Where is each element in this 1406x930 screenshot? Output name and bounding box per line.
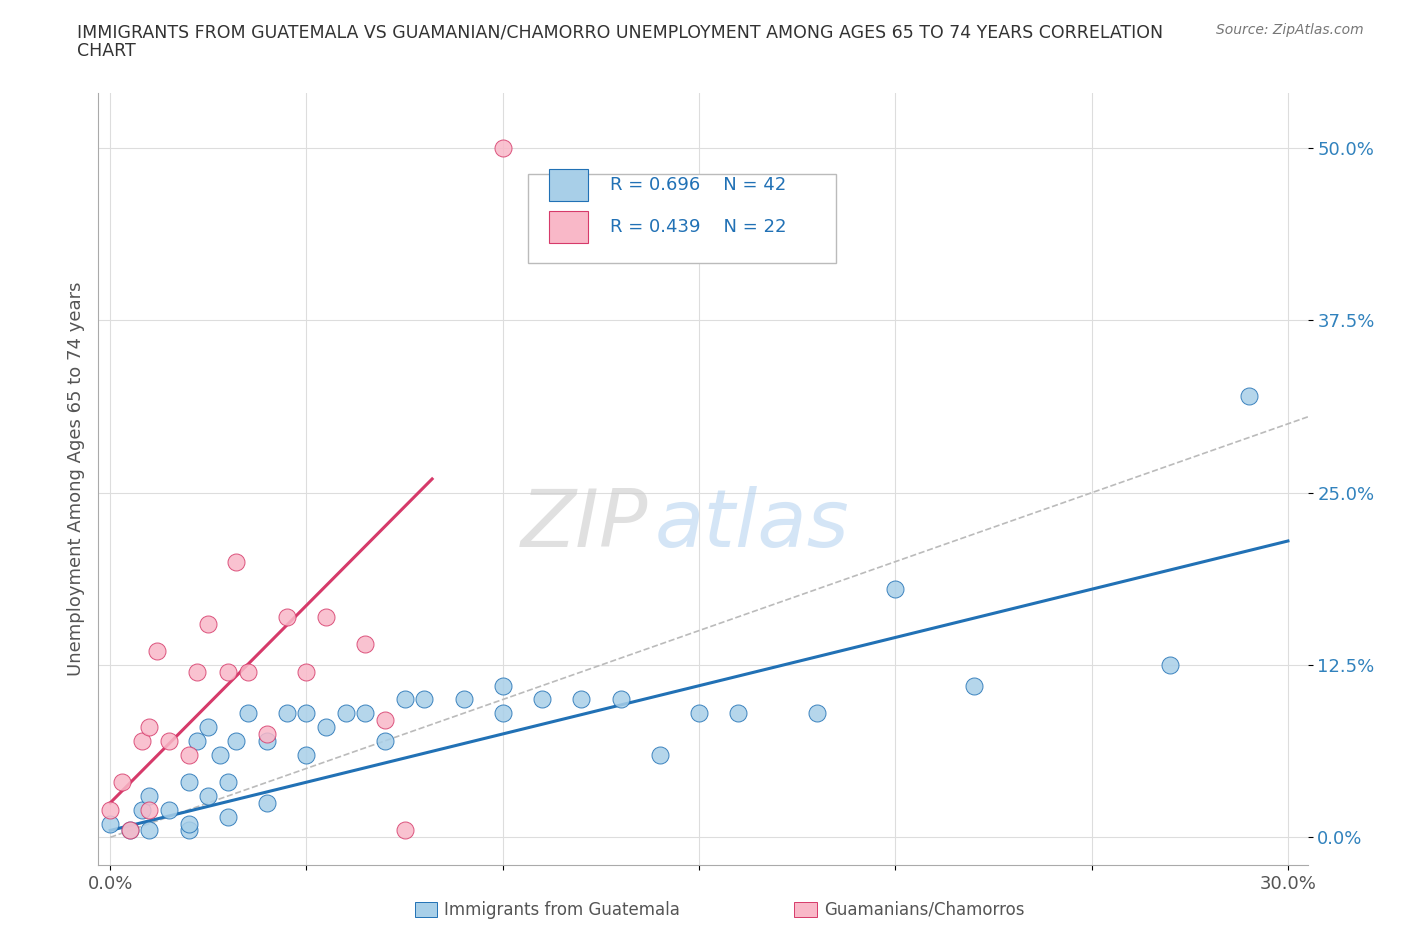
- Text: CHART: CHART: [77, 42, 136, 60]
- Point: [186, 734, 208, 749]
- Point: [225, 734, 247, 749]
- Point: [335, 706, 357, 721]
- Point: [98, 817, 121, 831]
- Point: [963, 678, 986, 693]
- Point: [492, 706, 515, 721]
- FancyBboxPatch shape: [527, 174, 837, 263]
- Point: [569, 692, 592, 707]
- Point: [256, 795, 278, 810]
- Point: [806, 706, 828, 721]
- Point: [315, 609, 337, 624]
- Text: Immigrants from Guatemala: Immigrants from Guatemala: [444, 900, 681, 919]
- Point: [648, 747, 671, 762]
- Text: R = 0.439    N = 22: R = 0.439 N = 22: [610, 218, 786, 236]
- Point: [138, 823, 160, 838]
- Point: [295, 665, 318, 680]
- Point: [295, 747, 318, 762]
- Point: [131, 803, 153, 817]
- Point: [609, 692, 631, 707]
- Point: [217, 775, 239, 790]
- Point: [354, 637, 377, 652]
- Point: [413, 692, 436, 707]
- Point: [295, 706, 318, 721]
- Point: [186, 665, 208, 680]
- Point: [688, 706, 710, 721]
- Point: [453, 692, 475, 707]
- Point: [884, 582, 907, 597]
- Point: [276, 609, 298, 624]
- Point: [492, 140, 515, 155]
- Point: [276, 706, 298, 721]
- Text: Source: ZipAtlas.com: Source: ZipAtlas.com: [1216, 23, 1364, 37]
- Y-axis label: Unemployment Among Ages 65 to 74 years: Unemployment Among Ages 65 to 74 years: [66, 282, 84, 676]
- Text: ZIP: ZIP: [522, 486, 648, 565]
- Bar: [550, 211, 588, 243]
- Point: [177, 823, 200, 838]
- Point: [236, 665, 259, 680]
- Point: [727, 706, 749, 721]
- Point: [315, 720, 337, 735]
- Bar: [550, 168, 588, 201]
- Point: [225, 554, 247, 569]
- Point: [531, 692, 554, 707]
- Point: [394, 823, 416, 838]
- Point: [157, 734, 180, 749]
- Point: [256, 734, 278, 749]
- Point: [177, 747, 200, 762]
- Point: [217, 809, 239, 824]
- Point: [394, 692, 416, 707]
- Point: [197, 789, 219, 804]
- Text: atlas: atlas: [655, 486, 849, 565]
- Point: [118, 823, 141, 838]
- Point: [138, 789, 160, 804]
- Point: [1159, 658, 1181, 672]
- Point: [138, 803, 160, 817]
- Point: [374, 734, 396, 749]
- Point: [354, 706, 377, 721]
- Point: [177, 775, 200, 790]
- Point: [256, 726, 278, 741]
- Text: Guamanians/Chamorros: Guamanians/Chamorros: [824, 900, 1025, 919]
- Text: IMMIGRANTS FROM GUATEMALA VS GUAMANIAN/CHAMORRO UNEMPLOYMENT AMONG AGES 65 TO 74: IMMIGRANTS FROM GUATEMALA VS GUAMANIAN/C…: [77, 23, 1163, 41]
- Point: [492, 678, 515, 693]
- Text: R = 0.696    N = 42: R = 0.696 N = 42: [610, 176, 786, 193]
- Point: [217, 665, 239, 680]
- Point: [1237, 389, 1260, 404]
- Point: [197, 617, 219, 631]
- Point: [98, 803, 121, 817]
- Point: [374, 712, 396, 727]
- Point: [236, 706, 259, 721]
- Point: [157, 803, 180, 817]
- Point: [197, 720, 219, 735]
- Point: [146, 644, 169, 658]
- Point: [131, 734, 153, 749]
- Point: [111, 775, 134, 790]
- Point: [177, 817, 200, 831]
- Point: [138, 720, 160, 735]
- Point: [118, 823, 141, 838]
- Point: [209, 747, 232, 762]
